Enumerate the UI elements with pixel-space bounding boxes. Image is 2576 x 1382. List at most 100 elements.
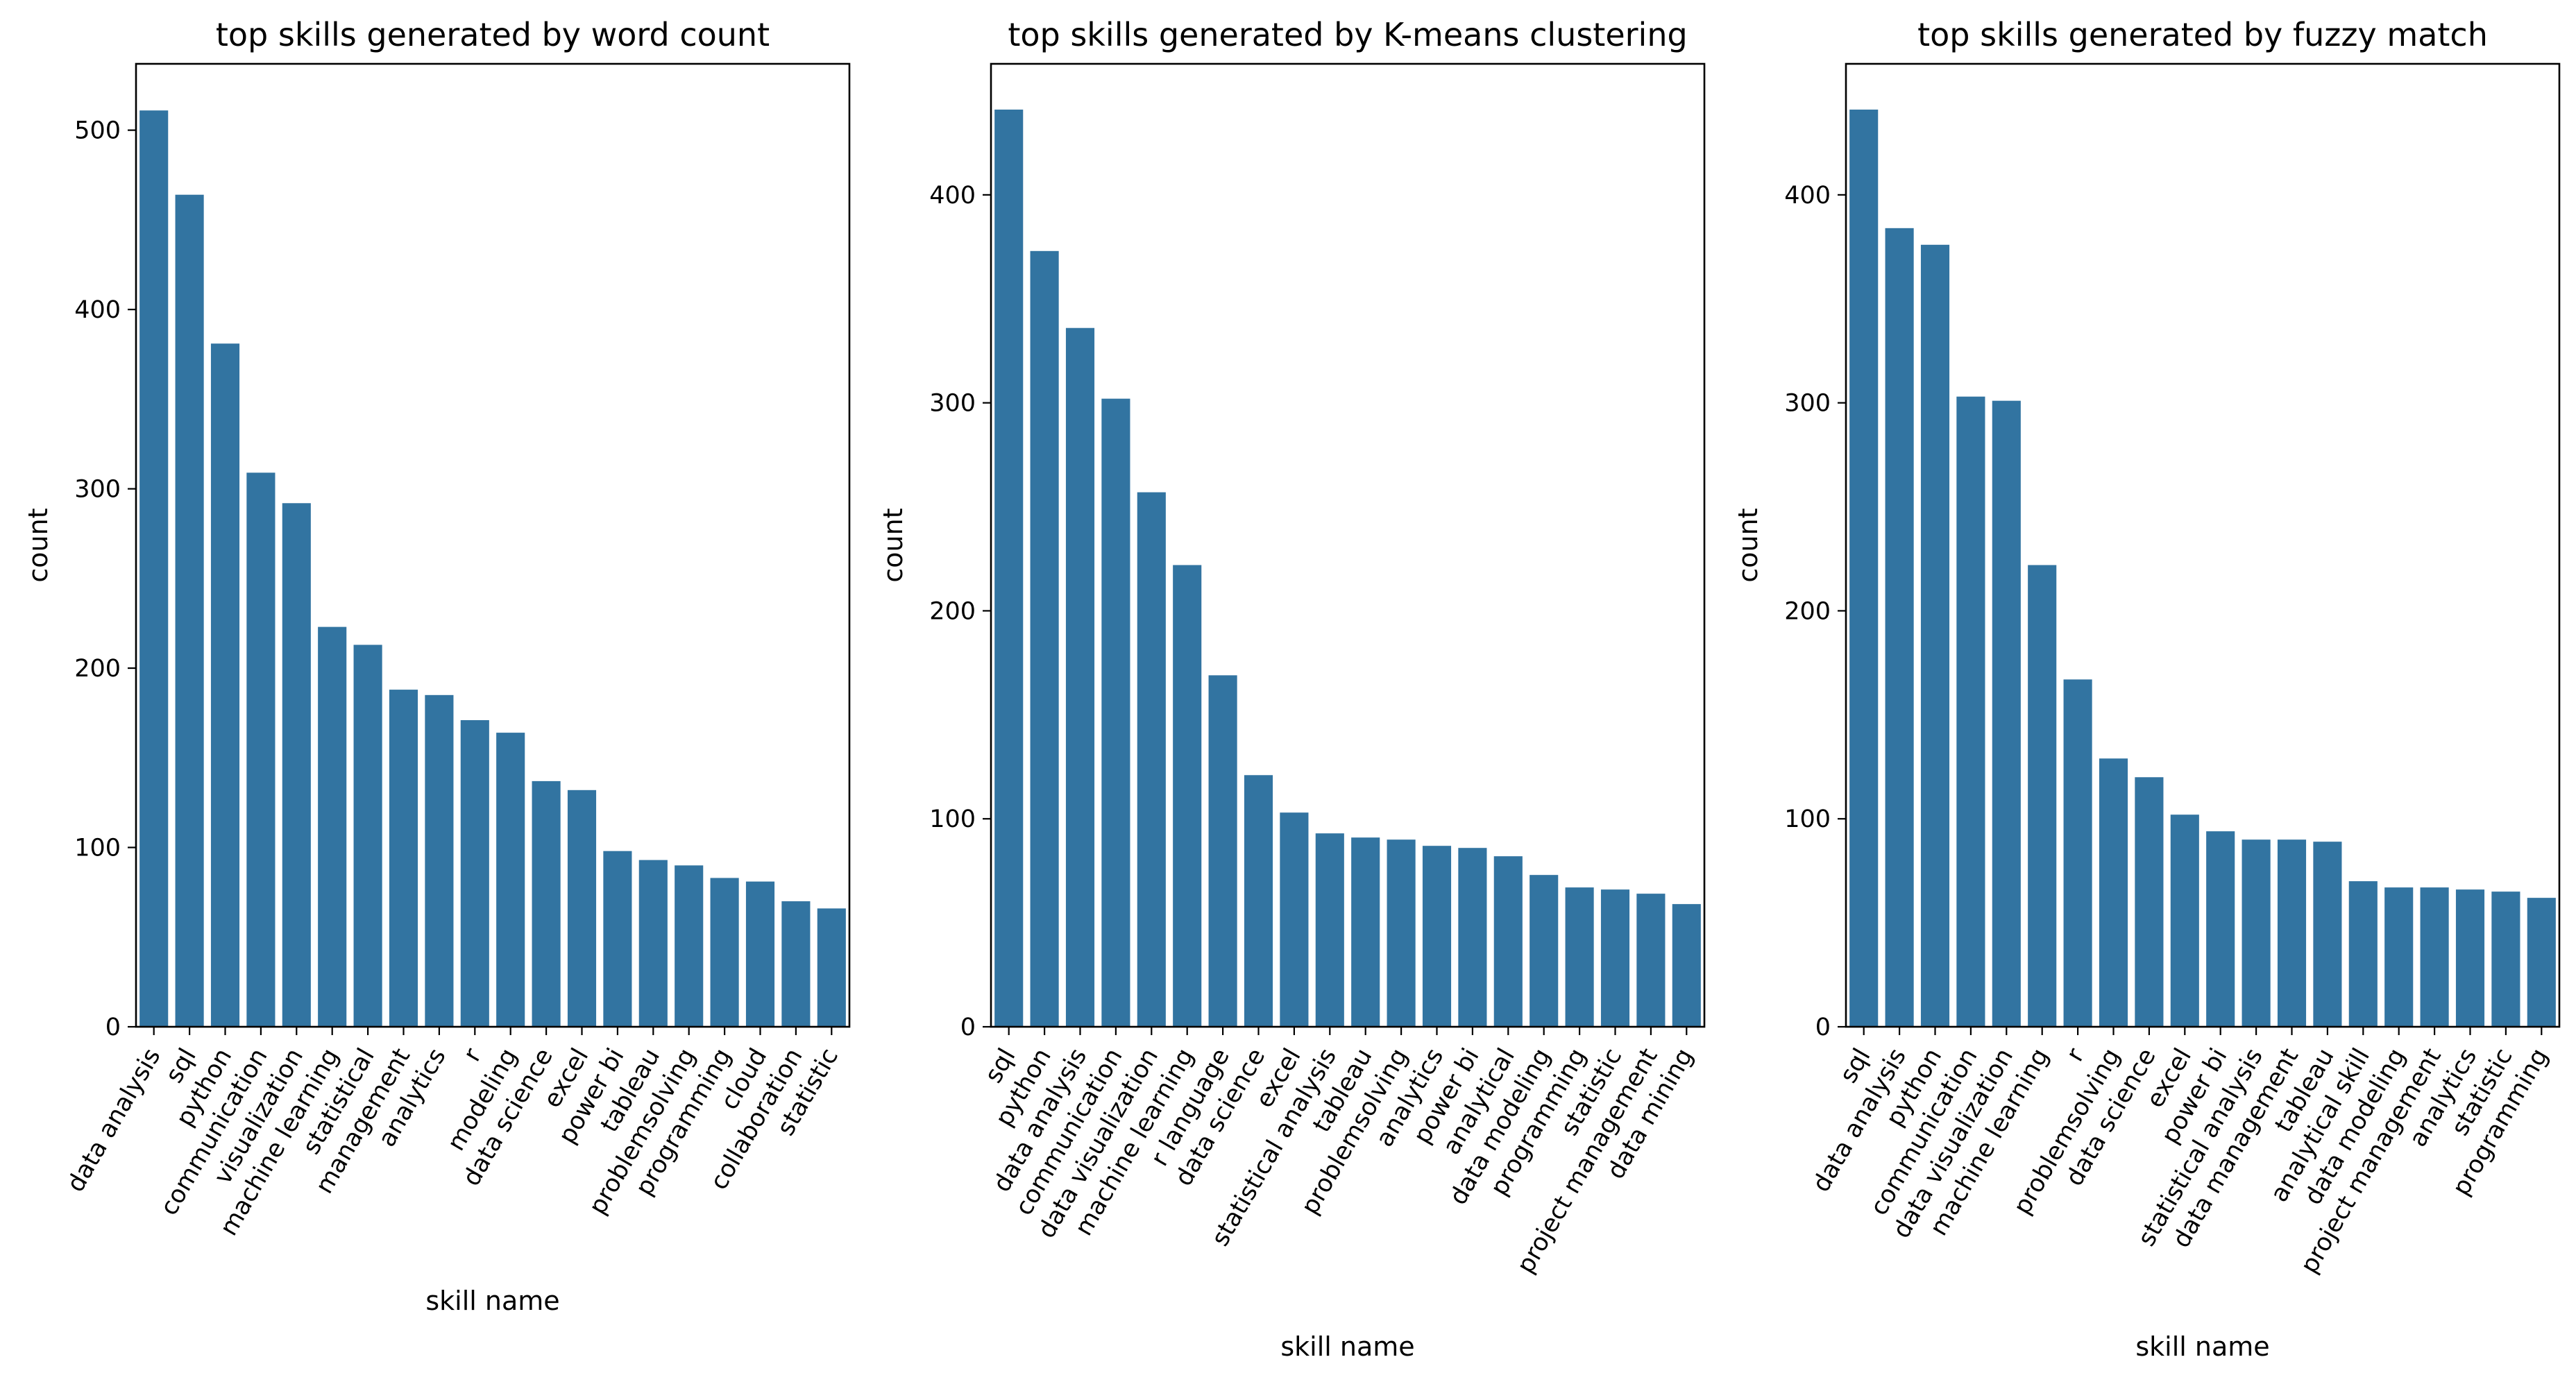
bar [1280, 812, 1309, 1027]
plot-frame [135, 62, 851, 1028]
y-axis-label: count [1733, 508, 1763, 582]
bar [353, 645, 382, 1027]
x-axis-label: skill name [425, 1286, 559, 1316]
bar [781, 901, 811, 1027]
bar [1137, 492, 1166, 1027]
y-axis-ticks: 0 100 200 300 400 [929, 182, 991, 1041]
bar [1672, 904, 1701, 1027]
bar [2348, 881, 2378, 1027]
bar [139, 110, 169, 1027]
y-axis-ticks: 0 100 200 300 400 500 [74, 117, 136, 1041]
y-axis-label: count [23, 508, 53, 582]
y-tick-label: 200 [74, 655, 121, 683]
chart-title: top skills generated by K-means clusteri… [1008, 16, 1687, 53]
bar [603, 851, 632, 1027]
bar [1849, 109, 1879, 1027]
bar [1636, 894, 1666, 1027]
bar [1422, 846, 1452, 1027]
bar [318, 626, 347, 1027]
bar [1885, 228, 1914, 1027]
bar [994, 109, 1024, 1027]
y-tick-label: 0 [960, 1014, 976, 1041]
bar [1992, 400, 2021, 1027]
bar [638, 860, 668, 1027]
bar [817, 908, 846, 1027]
bar [1530, 875, 1559, 1027]
y-tick-label: 400 [929, 182, 976, 210]
bar [2313, 842, 2342, 1027]
bar [2491, 892, 2520, 1027]
chart-panel-word-count: top skills generated by word count skill… [23, 16, 851, 1316]
bar [1387, 839, 1416, 1027]
bar [425, 694, 454, 1027]
bar [2028, 565, 2057, 1027]
bar [2384, 887, 2414, 1027]
bar [2170, 814, 2199, 1027]
bar [1173, 565, 1202, 1027]
y-tick-label: 100 [929, 805, 976, 833]
chart-title: top skills generated by word count [216, 16, 770, 53]
y-tick-label: 100 [74, 835, 121, 862]
bars [1849, 109, 2556, 1027]
y-tick-label: 200 [929, 597, 976, 625]
bar [210, 343, 240, 1027]
bar [1065, 327, 1095, 1027]
bar [1600, 889, 1630, 1027]
bar [1101, 398, 1130, 1027]
y-axis-ticks: 0 100 200 300 400 [1784, 182, 1846, 1041]
bar [2420, 887, 2449, 1027]
y-tick-label: 0 [1815, 1014, 1831, 1041]
bar [1244, 775, 1273, 1027]
bar [2455, 889, 2485, 1027]
chart-panel-fuzzy-match: top skills generated by fuzzy match skil… [1733, 16, 2561, 1362]
bar [460, 720, 489, 1027]
x-tick-label: data analysis [62, 1044, 166, 1197]
bar [2099, 758, 2128, 1027]
bar [1493, 856, 1523, 1027]
bar [2242, 839, 2271, 1027]
bar [1351, 837, 1380, 1027]
x-axis-label: skill name [2135, 1331, 2269, 1362]
chart-panel-kmeans: top skills generated by K-means clusteri… [878, 16, 1706, 1362]
x-tick-label: r [458, 1043, 487, 1066]
y-tick-label: 0 [105, 1014, 121, 1041]
chart-title: top skills generated by fuzzy match [1917, 16, 2488, 53]
bar [1030, 250, 1059, 1027]
y-tick-label: 300 [74, 476, 121, 504]
bar [567, 790, 597, 1027]
bar [745, 881, 775, 1027]
bar [246, 472, 276, 1027]
y-axis-label: count [878, 508, 908, 582]
bar [389, 690, 418, 1027]
bar [1956, 396, 1985, 1027]
x-tick-label: r [2061, 1043, 2090, 1066]
y-tick-label: 300 [1784, 390, 1831, 418]
bar [1208, 675, 1237, 1027]
bar [532, 780, 561, 1027]
y-tick-label: 500 [74, 117, 121, 145]
bar [282, 503, 311, 1027]
bar [175, 194, 204, 1027]
bars [994, 109, 1701, 1027]
bar [1458, 848, 1487, 1027]
bar [2206, 831, 2235, 1027]
bar [2527, 898, 2556, 1027]
bar [1315, 833, 1344, 1027]
bar [675, 865, 704, 1027]
bar [2063, 679, 2092, 1027]
bar [1565, 887, 1594, 1027]
y-tick-label: 200 [1784, 597, 1831, 625]
bar [710, 878, 739, 1027]
x-axis-label: skill name [1280, 1331, 1414, 1362]
y-tick-label: 100 [1784, 805, 1831, 833]
y-tick-label: 300 [929, 390, 976, 418]
bar [2277, 839, 2307, 1027]
x-axis-ticks: data analysissqlpythoncommunicationvisua… [62, 1027, 844, 1240]
bar [496, 733, 525, 1027]
plot-frame [990, 62, 1706, 1028]
y-tick-label: 400 [1784, 182, 1831, 210]
bars [139, 110, 846, 1027]
